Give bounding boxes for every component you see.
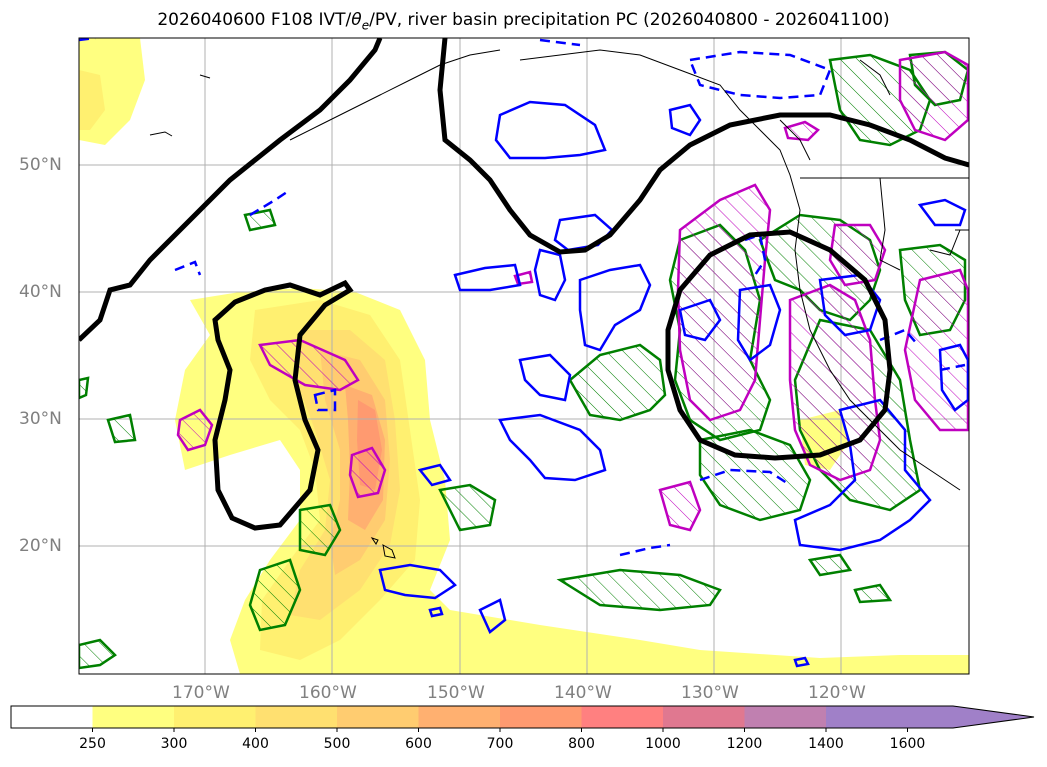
colorbar-tick-label: 1200 <box>726 736 763 752</box>
colorbar-segment <box>11 706 93 728</box>
colorbar-extend-arrow <box>907 706 1034 728</box>
colorbar-segment <box>581 706 664 728</box>
colorbar-tick-label: 1000 <box>645 736 681 752</box>
colorbar-tick-label: 1400 <box>808 736 844 752</box>
colorbar-segment <box>826 706 908 728</box>
lon-label-160w: 160°W <box>299 683 357 703</box>
lon-label-120w: 120°W <box>808 683 866 703</box>
colorbar-segment <box>418 706 501 728</box>
lat-label-50n: 50°N <box>19 155 62 175</box>
colorbar-segment <box>92 706 175 728</box>
lat-label-30n: 30°N <box>19 409 62 429</box>
colorbar-segment <box>337 706 419 728</box>
colorbar-tick-label: 1600 <box>889 736 926 752</box>
colorbar <box>10 705 1035 732</box>
colorbar-outline <box>10 705 1035 729</box>
pv-contours-dashed <box>79 38 966 557</box>
colorbar-segment <box>255 706 338 728</box>
colorbar-segment <box>663 706 745 728</box>
colorbar-segment <box>500 706 582 728</box>
pv-contours-solid <box>378 100 969 668</box>
lat-label-20n: 20°N <box>19 536 62 556</box>
colorbar-tick-label: 250 <box>79 736 106 752</box>
lon-label-170w: 170°W <box>172 683 230 703</box>
colorbar-tick-label: 300 <box>160 736 188 752</box>
map-frame <box>78 37 970 675</box>
colorbar-tick-label: 600 <box>405 736 432 752</box>
lon-label-150w: 150°W <box>427 683 485 703</box>
lon-label-140w: 140°W <box>554 683 612 703</box>
lon-label-130w: 130°W <box>681 683 739 703</box>
colorbar-segment <box>174 706 256 728</box>
colorbar-tick-label: 700 <box>486 736 514 752</box>
colorbar-segment <box>744 706 827 728</box>
colorbar-tick-label: 800 <box>568 736 595 752</box>
colorbar-tick-label: 500 <box>323 736 351 752</box>
coastlines <box>149 49 969 559</box>
lat-label-40n: 40°N <box>19 282 62 302</box>
map-area <box>79 38 969 674</box>
theta-e-contours <box>79 38 969 531</box>
colorbar-tick-label: 400 <box>242 736 269 752</box>
ivt-magenta-contours <box>176 50 969 532</box>
plot-title: 2026040600 F108 IVT/θe/PV, river basin p… <box>157 10 890 33</box>
